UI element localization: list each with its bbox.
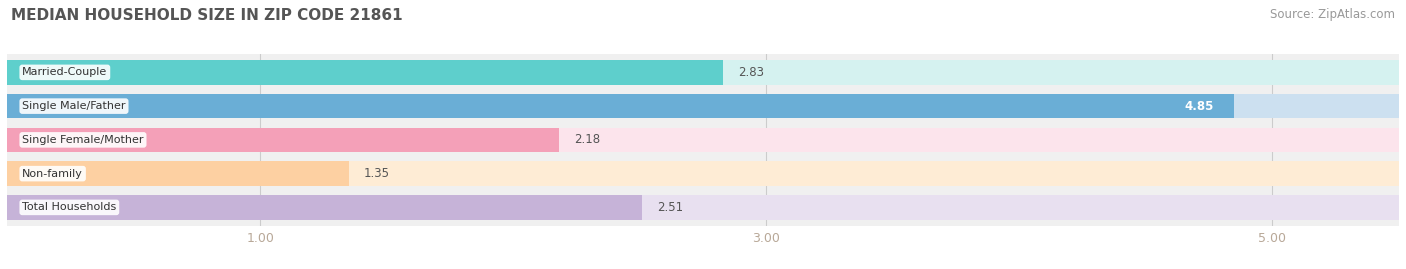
Text: Source: ZipAtlas.com: Source: ZipAtlas.com <box>1270 8 1395 21</box>
Bar <box>7 195 1399 220</box>
Text: Married-Couple: Married-Couple <box>22 67 107 77</box>
Bar <box>7 195 643 220</box>
Bar <box>7 60 1399 84</box>
Text: 4.85: 4.85 <box>1185 100 1215 113</box>
Bar <box>7 161 1399 186</box>
Text: Non-family: Non-family <box>22 169 83 179</box>
Text: 2.18: 2.18 <box>574 133 600 146</box>
Text: 2.83: 2.83 <box>738 66 765 79</box>
Bar <box>7 128 1399 152</box>
Bar <box>7 128 558 152</box>
Text: MEDIAN HOUSEHOLD SIZE IN ZIP CODE 21861: MEDIAN HOUSEHOLD SIZE IN ZIP CODE 21861 <box>11 8 404 23</box>
Bar <box>7 94 1234 118</box>
Text: Single Female/Mother: Single Female/Mother <box>22 135 143 145</box>
Text: 2.51: 2.51 <box>658 201 683 214</box>
Text: Single Male/Father: Single Male/Father <box>22 101 125 111</box>
Text: 1.35: 1.35 <box>364 167 389 180</box>
Bar <box>7 60 723 84</box>
Text: Total Households: Total Households <box>22 202 117 213</box>
Bar <box>7 161 349 186</box>
Bar <box>7 94 1399 118</box>
